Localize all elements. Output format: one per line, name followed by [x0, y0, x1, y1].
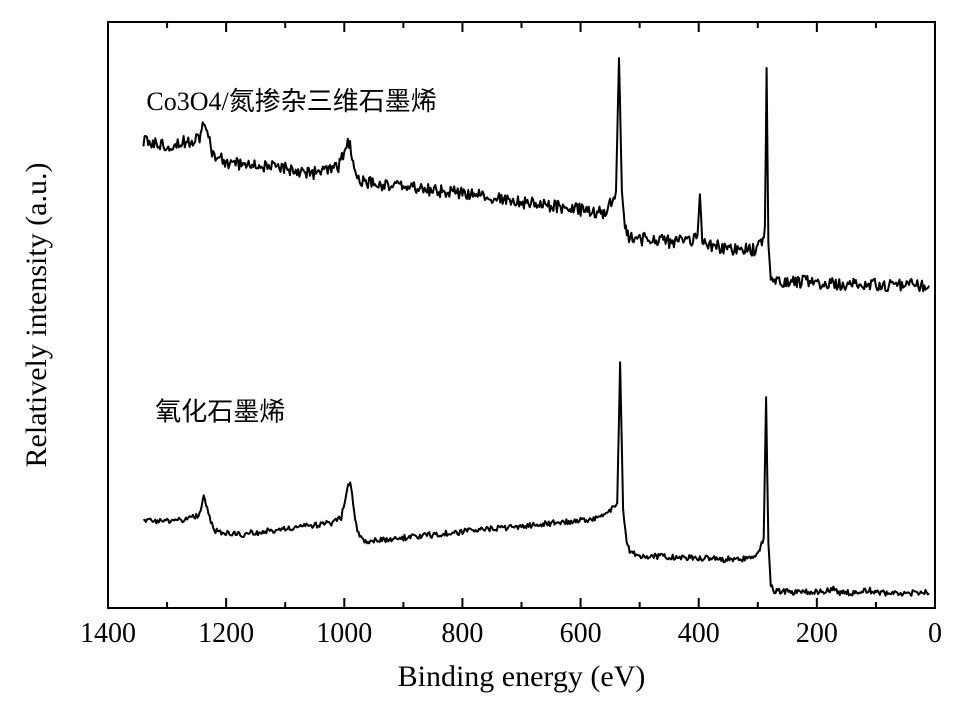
chart-svg: 1400 1200 1000 800 600 400 200 0 Binding energy …: [0, 0, 958, 703]
x-tick-label: 1400: [80, 618, 136, 649]
x-tick-label: 800: [441, 618, 483, 649]
x-tick-label: 0: [928, 618, 942, 649]
bottom-spectrum-label: 氧化石墨烯: [155, 397, 285, 426]
x-tick-label: 1200: [198, 618, 254, 649]
x-tick-label: 400: [678, 618, 720, 649]
x-axis-label: Binding energy (eV): [398, 660, 646, 693]
xps-spectrum-chart: 1400 1200 1000 800 600 400 200 0 Binding energy …: [0, 0, 958, 703]
x-tick-label: 1000: [316, 618, 372, 649]
y-axis-label: Relatively intensity (a.u.): [20, 163, 53, 468]
x-tick-label: 200: [796, 618, 838, 649]
top-spectrum-label: Co3O4/氮掺杂三维石墨烯: [146, 87, 436, 116]
x-tick-label: 600: [560, 618, 602, 649]
